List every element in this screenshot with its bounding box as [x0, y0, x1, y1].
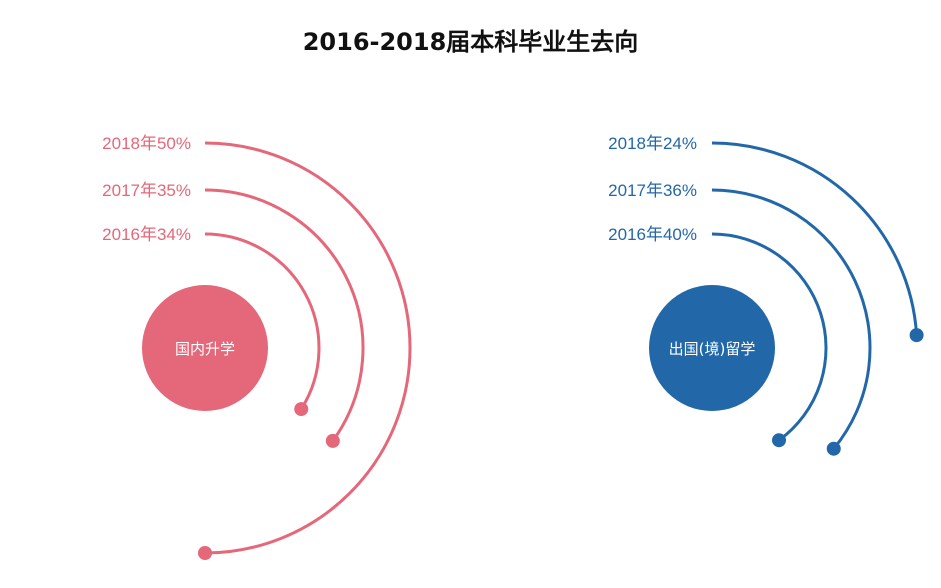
- arc-2017: [204, 188, 365, 442]
- arc-2017: [711, 188, 872, 450]
- arc-2018: [204, 141, 412, 555]
- arc-2016: [711, 232, 828, 442]
- arc-label-2016: 2016年34%: [102, 225, 191, 244]
- arc-end-dot-2017: [826, 441, 841, 456]
- center-label: 出国(境)留学: [669, 340, 756, 358]
- arc-label-2016: 2016年40%: [608, 225, 697, 244]
- arc-2016: [204, 232, 321, 410]
- arc-label-2017: 2017年35%: [102, 181, 191, 200]
- arc-label-2017: 2017年36%: [608, 181, 697, 200]
- center-label: 国内升学: [175, 340, 235, 358]
- arc-label-2018: 2018年50%: [102, 134, 191, 153]
- arc-end-dot-2016: [294, 402, 309, 417]
- arc-end-dot-2016: [772, 433, 787, 448]
- center-circle: [649, 285, 775, 411]
- arc-label-2018: 2018年24%: [608, 134, 697, 153]
- arc-end-dot-2018: [198, 546, 212, 560]
- group-domestic-study: 2018年50% 2017年35% 2016年34% 国内升学: [102, 134, 412, 560]
- chart-title: 2016-2018届本科毕业生去向: [302, 28, 639, 56]
- center-circle: [142, 285, 268, 411]
- arc-2018: [711, 141, 919, 336]
- group-overseas-study: 2018年24% 2017年36% 2016年40% 出国(境)留学: [608, 134, 924, 456]
- arc-end-dot-2018: [909, 328, 924, 343]
- arc-end-dot-2017: [325, 433, 340, 448]
